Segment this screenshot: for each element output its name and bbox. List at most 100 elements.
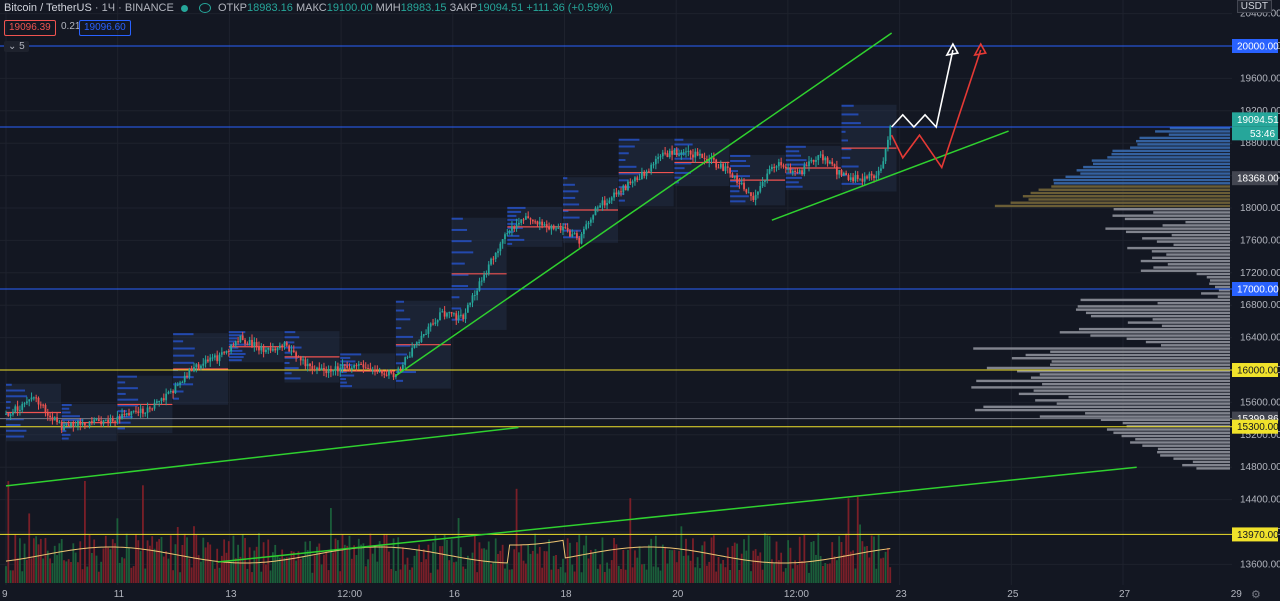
profile-bar — [1092, 162, 1230, 166]
candle-body — [594, 207, 597, 216]
candle-body — [234, 341, 237, 346]
candle-body — [111, 418, 114, 422]
symbol-name[interactable]: Bitcoin / TetherUS — [4, 2, 92, 14]
candle-body — [276, 348, 279, 351]
session-profile-bar — [173, 390, 184, 393]
volume-bar — [733, 542, 736, 583]
candle-body — [471, 295, 474, 303]
volume-bar — [188, 558, 191, 583]
candle-body — [283, 342, 286, 347]
session-profile-bar — [117, 375, 137, 378]
session-profile-bar — [785, 181, 799, 184]
volume-bar — [812, 541, 815, 583]
indicators-collapse-button[interactable]: ⌄ 5 — [4, 41, 29, 52]
session-profile-bar — [228, 337, 238, 340]
volume-bar — [499, 550, 502, 583]
volume-bar — [200, 561, 202, 583]
candle-body — [513, 226, 516, 229]
buy-price-button[interactable]: 19096.60 — [79, 20, 131, 36]
volume-bar — [415, 550, 418, 583]
candle-body — [459, 314, 462, 316]
candle-body — [701, 153, 704, 158]
candle-body — [67, 424, 70, 427]
candle-body — [569, 230, 571, 237]
sell-price-button[interactable]: 19096.39 — [4, 20, 56, 36]
trendlines[interactable] — [5, 32, 1137, 563]
candle-body — [852, 177, 855, 182]
candle-body — [422, 334, 425, 336]
volume-bar — [167, 558, 170, 583]
volume-bar — [49, 558, 51, 583]
volume-bar — [325, 551, 328, 583]
session-profile-bar — [618, 165, 637, 168]
profile-bar — [973, 347, 1230, 350]
volume-bar — [557, 569, 560, 583]
candle-body — [710, 157, 713, 160]
volume-bar — [687, 555, 690, 583]
session-profile-bar — [6, 389, 26, 392]
symbol-legend[interactable]: Bitcoin / TetherUS · 1Ч · BINANCE ОТКР18… — [4, 2, 613, 14]
candle-body — [643, 171, 646, 176]
candle-body — [23, 403, 26, 405]
currency-label[interactable]: USDT — [1236, 0, 1272, 13]
volume-bar — [350, 558, 353, 583]
session-profile-bar — [284, 377, 301, 380]
volume-bar — [524, 563, 527, 583]
candle-body — [636, 177, 639, 181]
candle-body — [246, 343, 249, 345]
candle-body — [30, 397, 33, 400]
volume-bar — [673, 549, 676, 583]
volume-bar — [659, 570, 662, 583]
volume-bar — [531, 550, 534, 583]
volume-bar — [603, 571, 606, 583]
candle-body — [694, 151, 697, 158]
profile-bar — [1090, 314, 1230, 318]
candle-body — [847, 174, 850, 180]
forecast-arrows[interactable] — [890, 42, 987, 170]
horizontal-levels[interactable] — [0, 45, 1232, 535]
time-tick-label: 11 — [114, 589, 125, 600]
candle-body — [425, 333, 427, 335]
volume-bar — [483, 548, 485, 583]
candle-body — [332, 370, 335, 372]
volume-bar — [357, 538, 360, 583]
price-axis-bg — [1232, 0, 1280, 601]
volume-bar — [501, 544, 504, 583]
volume-bar — [84, 480, 86, 583]
session-profile-bar — [340, 360, 356, 363]
candle-body — [733, 175, 736, 178]
candle-body — [494, 252, 497, 260]
volume-bar — [471, 552, 474, 583]
profile-bar — [1010, 201, 1230, 204]
candle-body — [559, 227, 562, 231]
volume-bar — [420, 562, 423, 583]
candle-body — [822, 154, 824, 161]
session-profile-bar — [841, 122, 861, 125]
volume-bar — [506, 562, 509, 583]
candle-body — [652, 164, 655, 166]
candle-body — [190, 369, 193, 372]
profile-bar — [1167, 263, 1230, 266]
session-profile-bar — [117, 421, 131, 424]
volume-bar — [478, 542, 481, 583]
profile-bar — [1135, 139, 1230, 143]
candle-body — [104, 419, 107, 421]
volume-bar — [232, 535, 235, 583]
candle-body — [550, 225, 553, 230]
session-profile-bar — [117, 381, 126, 384]
volume-bar — [678, 550, 680, 583]
candle-body — [747, 192, 750, 194]
session-profile-bar — [563, 210, 569, 213]
volume-bar — [209, 544, 212, 583]
volume-bar — [777, 560, 780, 583]
eye-icon[interactable] — [198, 3, 211, 14]
interval[interactable]: 1Ч — [101, 2, 116, 14]
spread-value: 0.21 — [61, 21, 81, 32]
session-profile-bar — [61, 418, 84, 421]
candle-body — [139, 408, 142, 413]
profile-bar — [1162, 224, 1230, 227]
profile-bar — [1137, 143, 1230, 146]
price-axis[interactable]: 13600.0014000.0014400.0014800.0015200.00… — [1232, 0, 1280, 601]
